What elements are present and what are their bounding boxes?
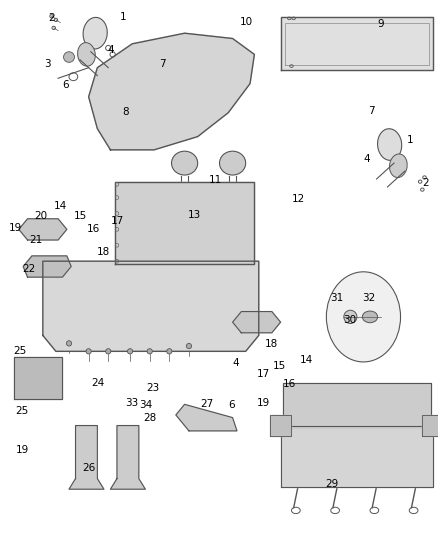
Text: 4: 4 — [363, 154, 369, 164]
Text: 14: 14 — [300, 356, 313, 365]
Text: 1: 1 — [120, 12, 127, 22]
Polygon shape — [14, 357, 62, 399]
Text: 2: 2 — [48, 13, 55, 23]
Text: 26: 26 — [82, 463, 95, 473]
Text: 25: 25 — [16, 406, 29, 416]
Polygon shape — [88, 33, 254, 150]
Text: 24: 24 — [92, 378, 105, 388]
Text: 22: 22 — [22, 264, 35, 274]
Ellipse shape — [166, 349, 172, 354]
Text: 13: 13 — [187, 209, 201, 220]
Ellipse shape — [219, 151, 245, 175]
Ellipse shape — [83, 18, 107, 49]
Polygon shape — [269, 415, 291, 436]
Text: 16: 16 — [86, 224, 99, 235]
Text: 19: 19 — [16, 446, 29, 456]
Ellipse shape — [66, 341, 71, 346]
Text: 8: 8 — [122, 107, 129, 117]
Text: 30: 30 — [342, 314, 355, 325]
Text: 6: 6 — [228, 400, 234, 410]
Text: 19: 19 — [256, 398, 269, 408]
Text: 12: 12 — [291, 193, 304, 204]
Text: 7: 7 — [367, 106, 374, 116]
Polygon shape — [176, 405, 237, 431]
Ellipse shape — [389, 154, 406, 177]
Text: 15: 15 — [74, 211, 87, 221]
Text: 34: 34 — [139, 400, 152, 410]
Text: 28: 28 — [143, 413, 156, 423]
Text: 7: 7 — [159, 59, 166, 69]
Text: 20: 20 — [34, 211, 47, 221]
Text: 1: 1 — [406, 135, 412, 146]
Polygon shape — [110, 425, 145, 489]
Text: 4: 4 — [107, 45, 113, 55]
Text: 4: 4 — [232, 358, 239, 368]
Polygon shape — [19, 219, 67, 240]
Ellipse shape — [343, 310, 356, 324]
Text: 6: 6 — [63, 80, 69, 90]
Ellipse shape — [147, 349, 152, 354]
Ellipse shape — [186, 343, 191, 349]
Text: 15: 15 — [272, 361, 286, 370]
Text: 2: 2 — [421, 177, 428, 188]
Ellipse shape — [64, 52, 74, 62]
Polygon shape — [69, 425, 104, 489]
Ellipse shape — [106, 349, 111, 354]
Text: 25: 25 — [13, 346, 26, 357]
Circle shape — [325, 272, 399, 362]
Polygon shape — [421, 415, 438, 436]
Ellipse shape — [361, 311, 377, 322]
Text: 18: 18 — [264, 340, 277, 350]
Ellipse shape — [78, 43, 95, 66]
Polygon shape — [280, 425, 432, 487]
Text: 21: 21 — [29, 235, 42, 245]
Text: 31: 31 — [330, 293, 343, 303]
Ellipse shape — [377, 129, 401, 160]
Text: 29: 29 — [325, 479, 338, 489]
Text: 27: 27 — [200, 399, 213, 409]
Text: 17: 17 — [110, 216, 124, 227]
Text: 14: 14 — [53, 200, 67, 211]
Ellipse shape — [127, 349, 132, 354]
Text: 10: 10 — [240, 17, 253, 27]
Text: 18: 18 — [97, 247, 110, 257]
Text: 23: 23 — [146, 383, 159, 393]
Polygon shape — [282, 383, 430, 428]
Polygon shape — [43, 261, 258, 351]
Polygon shape — [232, 312, 280, 333]
Polygon shape — [115, 182, 254, 264]
Ellipse shape — [86, 349, 91, 354]
Text: 3: 3 — [44, 59, 50, 69]
Text: 9: 9 — [377, 19, 383, 29]
Polygon shape — [280, 17, 432, 70]
Text: 11: 11 — [208, 175, 221, 185]
Text: 19: 19 — [9, 223, 22, 233]
Text: 32: 32 — [361, 293, 374, 303]
Polygon shape — [23, 256, 71, 277]
Ellipse shape — [171, 151, 197, 175]
Text: 33: 33 — [124, 398, 138, 408]
Text: 17: 17 — [256, 369, 269, 378]
Text: 16: 16 — [282, 379, 295, 389]
